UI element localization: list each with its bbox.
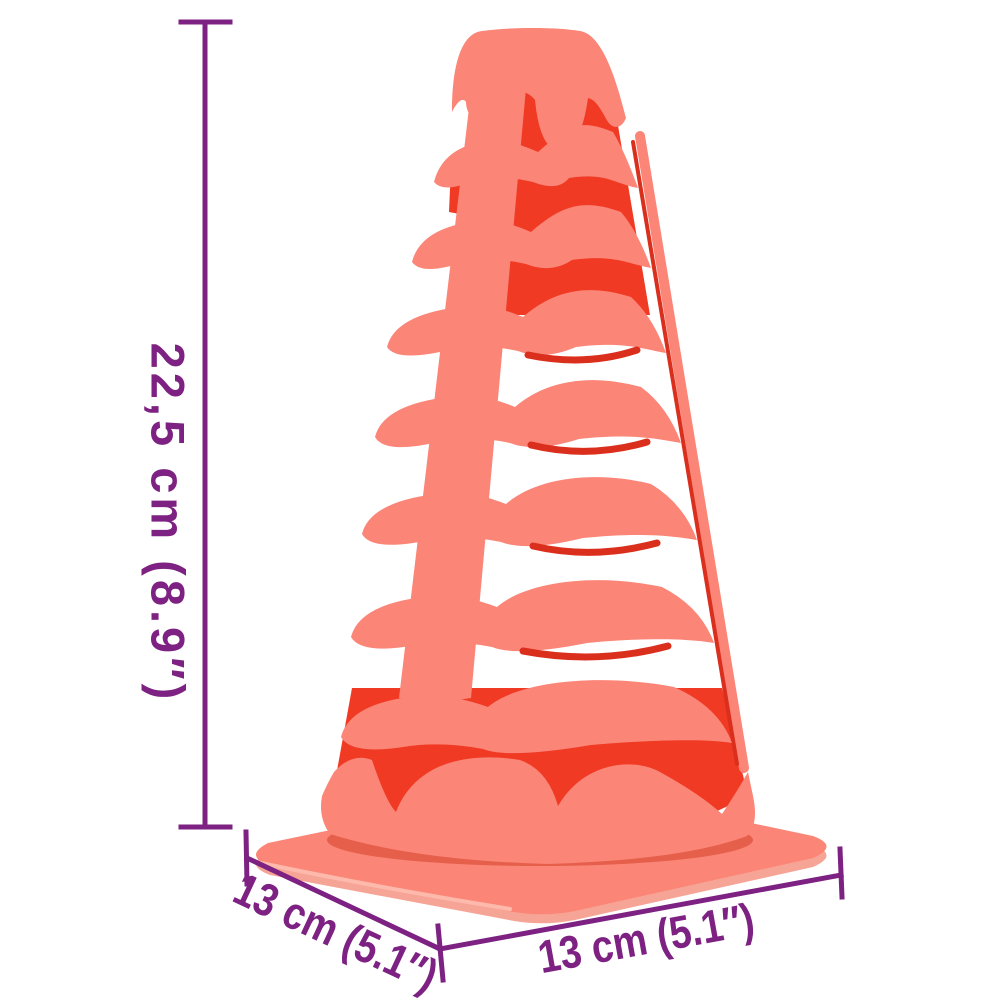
base-plate-edge-highlight [254,860,512,911]
cone-right-rail [635,131,749,773]
depth-dimension-tick-right [435,923,446,983]
cone-right-rail-inner [631,140,739,766]
popup-training-cone [254,28,827,924]
height-dimension-label: 22,5 cm (8.9″) [141,342,195,704]
slat-underside-arc [529,539,661,556]
cone-slat [412,205,651,269]
depth-dimension [243,829,446,983]
cone-slat [341,680,732,754]
cone-apex-cap [452,28,626,151]
width-dimension [437,846,845,952]
slat-underside-arc [524,346,641,364]
slat-underside-arc [527,438,651,455]
cone-slat [362,477,697,547]
cone-slat [387,290,666,356]
cone-slat [434,125,638,188]
width-dimension-line [437,872,844,952]
cone-slat [375,380,681,448]
cone-slat [351,580,714,652]
depth-dimension-line [243,854,444,953]
height-dimension [178,19,233,830]
cone-bottom-collar [321,757,755,864]
depth-dimension-tick-left [243,829,250,887]
cone-slats [341,125,732,754]
width-dimension-tick-right [837,846,845,900]
slat-undersides [519,346,672,661]
slat-underside-arc [519,642,672,661]
